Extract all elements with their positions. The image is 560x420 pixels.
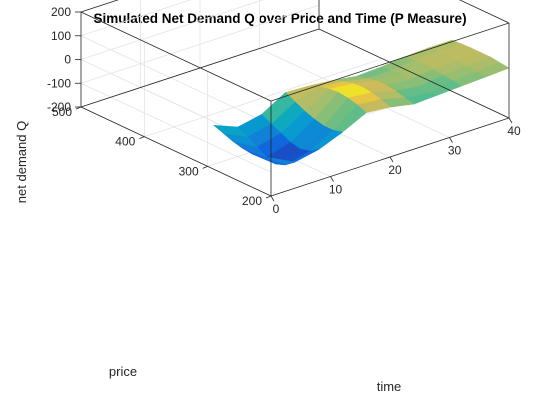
axis-box-edge — [80, 11, 272, 102]
y-axis-tick — [139, 136, 145, 140]
x-axis-tick — [270, 195, 275, 202]
y-axis-tick — [202, 165, 208, 169]
x-axis-label: time — [377, 379, 402, 394]
chart-title: Simulated Net Demand Q over Price and Ti… — [93, 11, 466, 26]
y-axis-tick-label: 400 — [115, 135, 135, 149]
axis-box-edge — [80, 106, 272, 197]
y-axis-label: price — [109, 364, 137, 379]
x-axis-tick — [508, 117, 513, 124]
y-axis-tick-label: 500 — [52, 105, 72, 119]
surface — [213, 39, 510, 166]
x-axis-tick-label: 10 — [329, 183, 343, 197]
x-axis-tick-label: 0 — [273, 202, 280, 216]
axis-box-edge — [458, 0, 510, 24]
grid-line — [80, 0, 192, 37]
x-axis-tick-label: 40 — [507, 124, 521, 138]
x-axis-tick-label: 20 — [388, 163, 402, 177]
x-axis-tick — [449, 137, 453, 143]
axes: 0 10 20 30 40 200 300 400 500-200 -100 0 100 200 — [47, 0, 521, 216]
grid-line — [80, 82, 272, 173]
y-axis-tick-label: 300 — [179, 164, 199, 178]
x-axis-tick — [330, 176, 334, 182]
z-axis-tick-label: -100 — [47, 76, 71, 90]
y-axis-tick — [265, 195, 272, 199]
z-axis-label: net demand Q — [14, 121, 29, 203]
x-axis-tick — [389, 156, 394, 163]
grid-line — [80, 35, 272, 126]
z-axis-tick-label: -200 — [47, 100, 71, 114]
axis-box-edge — [318, 28, 510, 119]
x-axis-tick-label: 30 — [448, 144, 462, 158]
z-axis-tick-label: 0 — [64, 53, 71, 67]
axis-box-edge — [270, 22, 510, 102]
z-axis-tick-label: 200 — [51, 5, 71, 19]
surface-face — [213, 125, 249, 137]
z-axis-tick-label: 100 — [51, 29, 71, 43]
y-axis-tick-label: 200 — [242, 194, 262, 208]
